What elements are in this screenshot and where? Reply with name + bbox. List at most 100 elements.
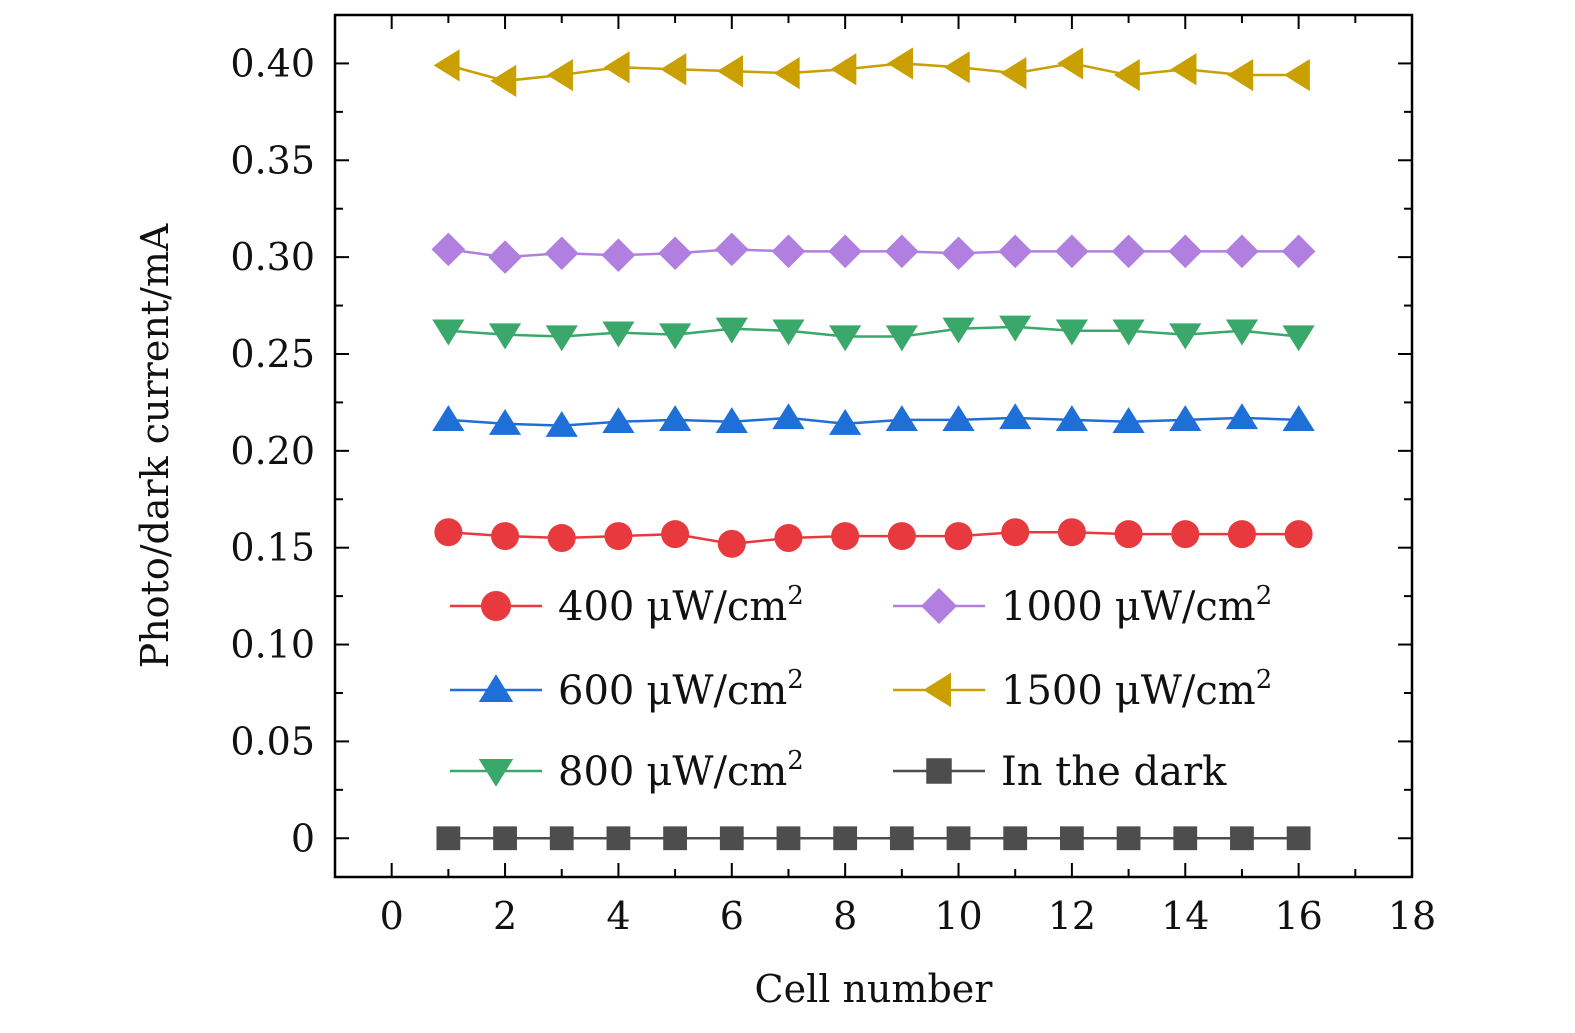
legend-label: 600 μW/cm2 — [558, 665, 804, 714]
legend-unit: μW/cm — [1115, 584, 1256, 630]
data-point — [943, 51, 970, 84]
data-point — [1227, 520, 1256, 549]
legend-unit: μW/cm — [646, 749, 787, 795]
data-point — [1055, 405, 1088, 432]
data-point — [1000, 57, 1027, 90]
legend-superscript: 2 — [1256, 665, 1273, 695]
y-tick-label: 0.30 — [230, 235, 315, 279]
data-point — [432, 319, 465, 346]
legend-marker — [926, 758, 952, 784]
x-tick-label: 8 — [833, 894, 857, 938]
data-point — [604, 522, 633, 551]
data-point — [714, 232, 749, 267]
legend-item: In the dark — [893, 749, 1227, 795]
data-point — [658, 236, 692, 271]
data-point — [545, 325, 578, 352]
legend-item: 400 μW/cm2 — [450, 581, 804, 630]
data-point — [999, 315, 1032, 342]
data-point — [776, 826, 801, 851]
y-tick-label: 0.40 — [230, 41, 315, 85]
legend-unit: μW/cm — [1115, 668, 1256, 714]
data-point — [602, 407, 635, 433]
data-point — [772, 403, 805, 430]
series-4 — [433, 47, 1310, 97]
data-point — [1282, 405, 1315, 432]
data-point — [715, 317, 748, 344]
data-point — [1112, 407, 1145, 433]
y-tick-label: 0.25 — [230, 332, 315, 376]
data-point — [942, 317, 975, 344]
data-point — [946, 826, 971, 851]
legend-marker — [921, 588, 957, 624]
legend-marker — [481, 591, 511, 621]
legend-value: 1500 — [1001, 668, 1103, 714]
data-point — [887, 522, 916, 551]
legend-item: 600 μW/cm2 — [450, 665, 804, 714]
data-point — [1113, 58, 1140, 92]
legend-marker — [478, 759, 514, 787]
data-point — [547, 524, 576, 553]
x-tick-label: 4 — [606, 894, 630, 938]
data-point — [606, 826, 631, 851]
data-point — [1057, 47, 1084, 80]
x-tick-label: 6 — [720, 894, 744, 938]
legend-value: 600 — [558, 668, 634, 714]
legend-label: In the dark — [1001, 749, 1227, 795]
data-point — [1225, 234, 1259, 269]
data-point — [1225, 403, 1259, 430]
x-tick-label: 0 — [380, 894, 404, 938]
data-point — [549, 826, 574, 851]
data-point — [829, 409, 862, 435]
data-point — [1171, 520, 1200, 549]
data-point — [830, 53, 857, 86]
data-point — [944, 522, 973, 551]
legend-unit: μW/cm — [646, 584, 787, 630]
axes: 0 2 4 6 8 10 12 14 16 18 0 0.05 0.10 0.15 0.20 0.25 0.30… — [133, 13, 1436, 1011]
series-1 — [432, 403, 1315, 437]
data-point — [545, 410, 578, 437]
data-point — [1112, 319, 1145, 346]
y-tick-label: 0.10 — [230, 623, 315, 667]
data-point — [1111, 234, 1146, 269]
data-point — [436, 826, 461, 851]
data-point — [1169, 405, 1202, 432]
y-tick-label: 0.15 — [230, 526, 315, 570]
legend-value: 800 — [558, 749, 634, 795]
legend-superscript: 2 — [787, 746, 804, 776]
data-point — [1225, 319, 1259, 346]
series-3 — [431, 232, 1316, 274]
data-point — [833, 826, 858, 851]
series-line — [448, 248, 1299, 259]
data-point — [603, 51, 630, 84]
legend-value: 1000 — [1001, 584, 1103, 630]
x-axis-title: Cell number — [755, 967, 994, 1011]
data-point — [1169, 323, 1202, 350]
legend-label: 800 μW/cm2 — [558, 746, 804, 795]
data-point — [774, 524, 803, 553]
legend-label: 1000 μW/cm2 — [1001, 581, 1272, 630]
data-point — [885, 405, 918, 432]
series-5 — [436, 826, 1311, 851]
y-tick-label: 0.35 — [230, 138, 315, 182]
data-point — [772, 319, 805, 346]
series-line — [448, 416, 1299, 427]
data-point — [659, 323, 692, 350]
data-point — [1114, 520, 1143, 549]
legend-unit: μW/cm — [646, 668, 787, 714]
legend-label: 1500 μW/cm2 — [1001, 665, 1272, 714]
y-axis-title: Photo/dark current/mA — [133, 223, 177, 668]
x-tick-label: 2 — [493, 894, 517, 938]
data-point — [1055, 234, 1089, 269]
data-point — [715, 407, 748, 433]
data-point — [998, 234, 1033, 269]
series-line — [448, 530, 1299, 546]
data-point — [1170, 53, 1197, 86]
data-point — [544, 236, 579, 271]
data-point — [432, 405, 465, 432]
data-point — [717, 529, 746, 558]
data-point — [493, 826, 517, 851]
data-point — [491, 522, 520, 551]
x-tick-label: 16 — [1274, 894, 1322, 938]
